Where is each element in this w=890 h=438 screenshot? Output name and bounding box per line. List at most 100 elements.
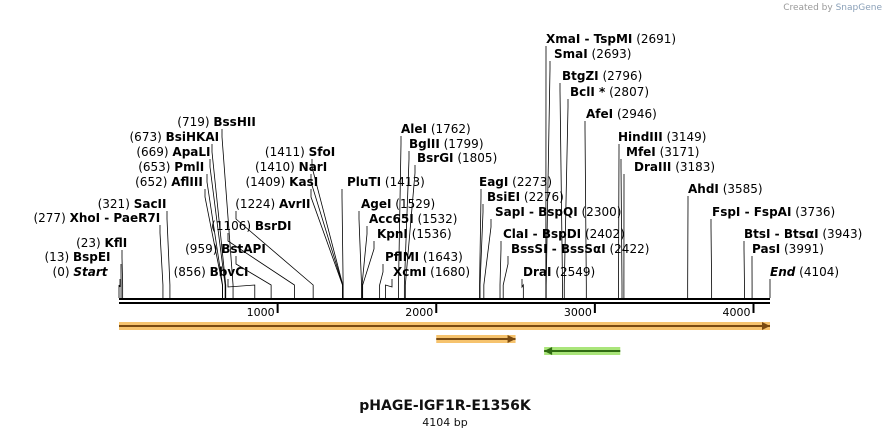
linear-plasmid-map: (0) Start(13) BspEI(23) KflI (277) XhoI -…	[33, 32, 862, 355]
site-xcmi: XcmI (1680)	[385, 265, 470, 298]
site-label: (23) KflI	[76, 236, 127, 250]
site-drai: DraI (2549)	[521, 265, 595, 298]
site-label: (1409) KasI	[245, 175, 318, 189]
site-name: XcmI	[393, 265, 426, 279]
site-position: (1805)	[454, 151, 498, 165]
site-leader-line	[310, 174, 344, 298]
site-afliii: (652) AflIII	[135, 175, 223, 298]
site-position: (1529)	[391, 197, 435, 211]
site-name: BsiHKAI	[166, 130, 220, 144]
site-leader-line	[483, 219, 492, 298]
site-position: (2300)	[578, 205, 622, 219]
site-position: (1762)	[427, 122, 471, 136]
site-name: PluTI	[347, 175, 381, 189]
site-name: DraIII	[634, 160, 671, 174]
site-kfli: (23) KflI	[76, 236, 127, 298]
site-leader-line	[159, 225, 164, 298]
site-pasi: PasI (3991)	[751, 242, 824, 298]
site-name: BtsI - BtsαI	[744, 227, 819, 241]
site-leader-line	[385, 279, 393, 298]
site-position: (669)	[136, 145, 172, 159]
site-leader-line	[403, 151, 410, 298]
site-position: (673)	[130, 130, 166, 144]
site-label: End (4104)	[770, 265, 839, 279]
site-leader-line	[235, 211, 314, 298]
site-leader-line	[362, 241, 375, 298]
site-position: (1410)	[255, 160, 299, 174]
site-position: (653)	[138, 160, 174, 174]
site-label: BclI * (2807)	[570, 85, 649, 99]
watermark-prefix: Created by	[783, 3, 833, 13]
site-position: (2693)	[588, 47, 632, 61]
site-name: End	[770, 265, 796, 279]
site-avrii: (1224) AvrII	[235, 197, 314, 298]
site-leader-line	[398, 136, 402, 298]
site-label: (652) AflIII	[135, 175, 203, 189]
plasmid-length: 4104 bp	[422, 416, 468, 429]
site-position: (0)	[53, 265, 74, 279]
site-leader-line	[710, 219, 713, 298]
site-start: (0) Start	[53, 265, 121, 298]
site-name: BssHII	[213, 115, 255, 129]
site-label: BglII (1799)	[409, 137, 484, 151]
site-label: BtsI - BtsαI (3943)	[744, 227, 862, 241]
site-name: SmaI	[554, 47, 588, 61]
site-label: (321) SacII	[98, 197, 167, 211]
site-position: (1536)	[408, 227, 452, 241]
site-leader-line	[499, 241, 502, 298]
site-fspi: FspI - FspAI (3736)	[710, 205, 835, 298]
site-name: BstAPI	[221, 242, 266, 256]
site-position: (1532)	[414, 212, 458, 226]
site-label: (669) ApaLI	[136, 145, 210, 159]
site-name: AhdI	[688, 182, 719, 196]
site-leader-line	[235, 256, 272, 298]
site-bspei: (13) BspEI	[45, 250, 122, 298]
site-name: EagI	[479, 175, 508, 189]
site-label: DraIII (3183)	[634, 160, 715, 174]
site-leader-line	[341, 189, 344, 298]
site-position: (3183)	[671, 160, 715, 174]
site-leader-line	[227, 279, 256, 298]
site-position: (2946)	[613, 107, 657, 121]
site-position: (2796)	[599, 69, 643, 83]
site-name: PasI	[752, 242, 780, 256]
site-name: BtgZI	[562, 69, 599, 83]
site-leader-line	[310, 189, 343, 298]
site-mfei: MfeI (3171)	[620, 145, 699, 298]
site-label: AleI (1762)	[401, 122, 471, 136]
axis-tick-label: 4000	[723, 306, 751, 319]
site-label: PluTI (1413)	[347, 175, 425, 189]
site-position: (3991)	[780, 242, 824, 256]
site-leader-line	[361, 226, 368, 298]
site-eagi: EagI (2273)	[479, 175, 552, 298]
green-feature	[544, 347, 621, 355]
site-label: SmaI (2693)	[554, 47, 631, 61]
site-name: MfeI	[626, 145, 656, 159]
site-position: (1409)	[245, 175, 289, 189]
site-label: PasI (3991)	[752, 242, 824, 256]
site-name: AgeI	[361, 197, 391, 211]
site-apali: (669) ApaLI	[136, 145, 226, 298]
site-position: (277)	[33, 211, 69, 225]
site-label: BsrGI (1805)	[417, 151, 497, 165]
site-pmli: (653) PmlI	[138, 160, 223, 298]
orange-feature-2	[436, 335, 516, 343]
site-name: BglII	[409, 137, 440, 151]
site-position: (719)	[177, 115, 213, 129]
site-leader-line	[584, 121, 587, 298]
site-label: MfeI (3171)	[626, 145, 699, 159]
site-label: BtgZI (2796)	[562, 69, 642, 83]
site-leader-line	[502, 256, 509, 298]
site-position: (1106)	[211, 219, 255, 233]
site-label: (1224) AvrII	[235, 197, 310, 211]
site-label: (13) BspEI	[45, 250, 111, 264]
site-leader-line	[479, 204, 484, 298]
feature-arrowhead	[762, 322, 770, 330]
site-position: (2691)	[632, 32, 676, 46]
site-label: (653) PmlI	[138, 160, 204, 174]
site-label: SapI - BspQI (2300)	[495, 205, 621, 219]
axis-tick-label: 2000	[405, 306, 433, 319]
restriction-sites: (0) Start(13) BspEI(23) KflI (277) XhoI -…	[33, 32, 862, 298]
site-position: (1411)	[265, 145, 309, 159]
site-name: XhoI - PaeR7I	[70, 211, 161, 225]
